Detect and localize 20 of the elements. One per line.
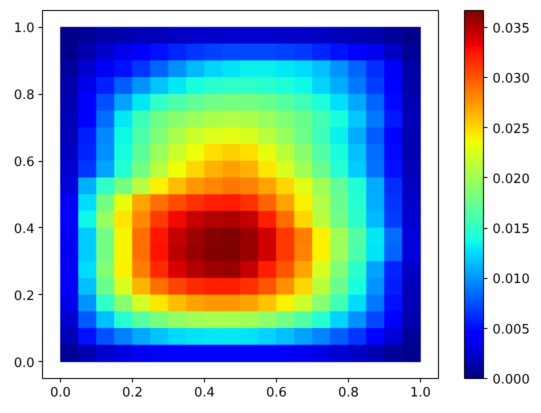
x-tick-label: 0.2 [122, 386, 143, 400]
color-bar-label: 0.005 [492, 322, 530, 338]
color-bar-label: 0.000 [492, 372, 530, 388]
y-tick-label: 0.8 [14, 88, 35, 104]
color-bar-label: 0.015 [492, 222, 530, 238]
y-tick-label: 0.0 [14, 356, 35, 371]
x-tick-label: 1.0 [410, 386, 431, 400]
x-tick-label: 0.8 [338, 386, 359, 400]
color-bar-label: 0.020 [492, 172, 530, 187]
y-tick-label: 0.2 [14, 288, 35, 304]
y-tick-label: 0.6 [14, 155, 35, 170]
color-bar-label: 0.030 [492, 72, 530, 87]
color-bar-label: 0.025 [492, 122, 530, 137]
x-tick-label: 0.0 [50, 386, 71, 400]
y-tick-label: 0.4 [14, 222, 35, 237]
x-tick-label: 0.4 [194, 386, 215, 400]
color-bar-label: 0.035 [492, 22, 530, 37]
x-tick-label: 0.6 [266, 386, 287, 400]
y-tick-label: 1.0 [14, 21, 35, 36]
color-bar-label: 0.010 [492, 272, 530, 288]
